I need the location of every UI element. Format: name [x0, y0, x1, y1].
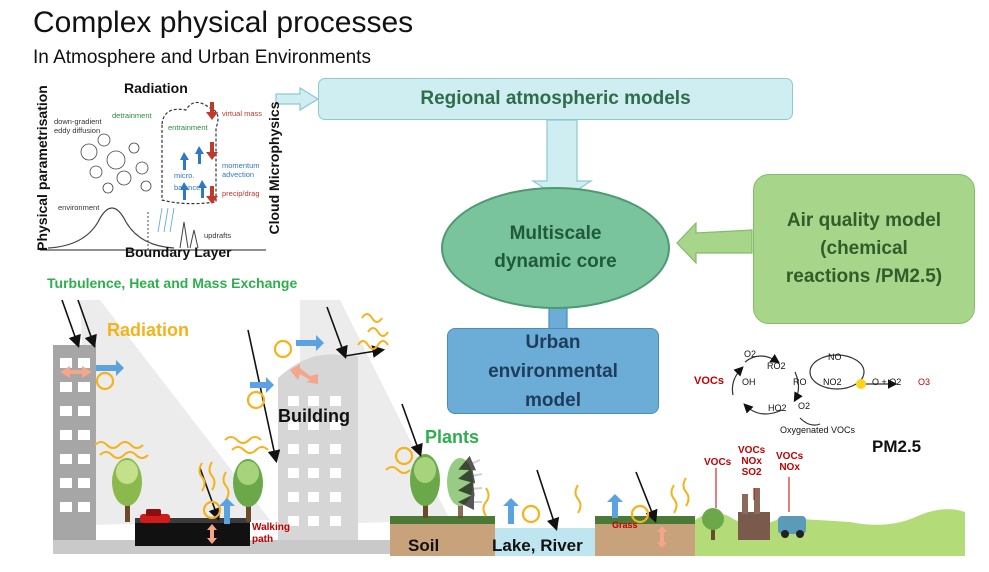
- chem-o2-b: O2: [798, 401, 811, 411]
- inset-radiation-label: Radiation: [124, 80, 188, 96]
- soil: [390, 522, 495, 556]
- turbulence-label: Turbulence, Heat and Mass Exchange: [47, 275, 298, 291]
- inset-boundary-layer-label: Boundary Layer: [125, 244, 232, 260]
- chem-no2: NO2: [823, 377, 842, 387]
- soil-label: Soil: [408, 536, 440, 555]
- note-entrainment: entrainment: [168, 123, 209, 132]
- note-down-gradient: down-gradient: [54, 117, 102, 126]
- source-2-line: VOCs: [738, 445, 766, 456]
- walking-path-line: Walking: [252, 522, 290, 533]
- regional-models-box: Regional atmospheric models: [318, 78, 793, 120]
- multiscale-line: Multiscale: [509, 223, 602, 244]
- chem-ho2: HO2: [768, 403, 787, 413]
- note-mass: virtual mass: [222, 109, 262, 118]
- source-3-line: NOx: [779, 462, 800, 473]
- walking-path-line: path: [252, 534, 274, 545]
- chem-o-o2: O + O2: [872, 377, 902, 387]
- source-3-line: VOCs: [776, 451, 804, 462]
- note-momentum: momentum: [222, 161, 260, 170]
- chem-ro: RO: [793, 377, 807, 387]
- note-detrainment: detrainment: [112, 111, 153, 120]
- tree: [112, 458, 142, 522]
- source-1-label: VOCs: [704, 457, 731, 468]
- chem-oh: OH: [742, 377, 756, 387]
- tree: [233, 459, 263, 522]
- air-quality-line: reactions /PM2.5): [785, 266, 943, 287]
- grass-soil: [595, 522, 695, 556]
- swirls: [95, 339, 650, 524]
- page-subtitle: In Atmosphere and Urban Environments: [33, 47, 371, 68]
- radiation-label: Radiation: [107, 320, 190, 340]
- left-building: [53, 345, 96, 545]
- urban-line: Urban: [525, 331, 581, 353]
- note-updrafts: updrafts: [204, 231, 231, 240]
- blue-arrows: [96, 335, 623, 524]
- car: [140, 509, 170, 523]
- walking-path-label: Walking path: [252, 522, 290, 546]
- central-building: [278, 354, 358, 545]
- tree: [410, 454, 440, 518]
- inset-right-axis-label: Cloud Microphysics: [266, 101, 282, 235]
- chem-cycle: [731, 354, 898, 426]
- note-advection: advection: [222, 170, 254, 179]
- plants-label: Plants: [425, 427, 480, 447]
- pm25-label: PM2.5: [872, 437, 922, 456]
- urban-line: model: [525, 389, 581, 411]
- inset-left-axis-label: Physical parametrisation: [34, 85, 50, 251]
- building-label: Building: [278, 406, 350, 426]
- note-balance: balance: [174, 183, 200, 192]
- multiscale-line: dynamic core: [494, 251, 617, 272]
- walking-path: [135, 522, 250, 546]
- urban-line: environmental: [488, 360, 618, 382]
- inset-figure: down-gradient eddy diffusion detrainment…: [34, 82, 274, 262]
- factory: [738, 488, 770, 540]
- inset-to-regional-arrow: [275, 86, 320, 112]
- source-2-line: NOx: [741, 456, 762, 467]
- airq-to-core-arrow: [676, 221, 753, 265]
- chem-vocs: VOCs: [694, 375, 724, 387]
- lake-river-label: Lake, River: [492, 536, 583, 555]
- note-precip: precip/drag: [222, 189, 260, 198]
- sun-icon: [856, 379, 866, 389]
- grass-label: Grass: [612, 520, 638, 530]
- air-quality-line: Air quality model: [786, 210, 942, 231]
- vehicle: [778, 516, 806, 538]
- chem-o2: O2: [744, 349, 757, 359]
- multiscale-core-ellipse: Multiscale dynamic core: [441, 187, 670, 309]
- source-2-label: VOCs NOx SO2: [738, 445, 765, 478]
- heat-waves: [94, 313, 690, 517]
- chem-ro2: RO2: [767, 361, 786, 371]
- distribution-curve: [47, 207, 175, 249]
- salmon-arrows: [60, 364, 667, 548]
- green-hills: [695, 509, 965, 556]
- source-1-line: VOCs: [704, 457, 732, 468]
- tree: [447, 458, 473, 518]
- source-3-label: VOCs NOx: [776, 451, 803, 473]
- urban-environmental-model-box: Urban environmental model: [447, 328, 659, 414]
- page-title: Complex physical processes: [33, 6, 414, 39]
- wind-arrows: [458, 455, 483, 510]
- note-eddy-diffusion: eddy diffusion: [54, 126, 100, 135]
- chem-o3: O3: [918, 377, 931, 387]
- note-micro: micro.: [174, 171, 194, 180]
- note-environment: environment: [58, 203, 100, 212]
- air-quality-line: (chemical: [820, 238, 908, 259]
- small-tree: [702, 508, 724, 540]
- air-quality-model-box: Air quality model (chemical reactions /P…: [753, 174, 975, 324]
- source-2-line: SO2: [741, 467, 762, 478]
- chem-oxygenated-vocs: Oxygenated VOCs: [780, 425, 856, 435]
- source-lines: [715, 468, 790, 512]
- lake-river: [495, 528, 595, 556]
- chem-no: NO: [828, 352, 842, 362]
